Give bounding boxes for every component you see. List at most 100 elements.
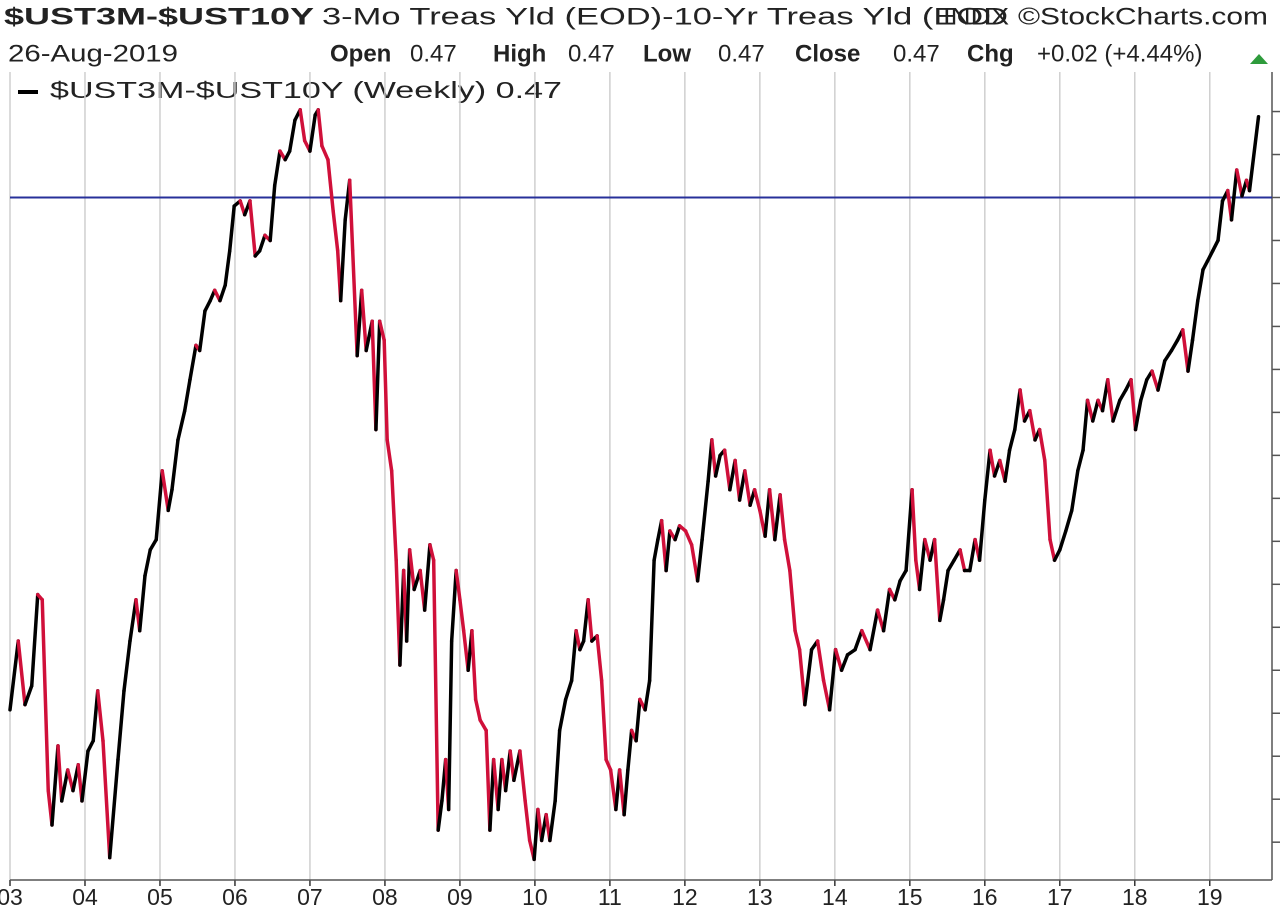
- line-segment: [170, 438, 180, 492]
- line-segment: [428, 543, 436, 562]
- line-segment: [268, 183, 277, 243]
- line-segment: [154, 469, 164, 542]
- line-segment: [518, 749, 527, 803]
- line-segment: [1118, 388, 1128, 403]
- grid: [9, 72, 1211, 880]
- line-segment: [59, 768, 70, 803]
- line-segment: [1058, 529, 1068, 552]
- x-tick-label: 05: [147, 884, 173, 910]
- line-segment: [778, 493, 787, 542]
- line-segment: [166, 488, 174, 513]
- line-segment: [95, 689, 105, 743]
- line-segment: [257, 233, 267, 253]
- line-segment: [958, 548, 967, 573]
- x-tick-label: 15: [897, 884, 923, 910]
- x-tick-label: 17: [1047, 884, 1073, 910]
- x-tick-label: 18: [1122, 884, 1148, 910]
- line-segment: [431, 558, 440, 832]
- line-segment: [50, 744, 60, 827]
- line-segment: [1205, 249, 1215, 263]
- line-segment: [338, 218, 347, 303]
- quote-value: 0.47: [893, 40, 940, 67]
- line-segment: [385, 438, 394, 473]
- quote-value: +0.02 (+4.44%): [1037, 40, 1202, 67]
- line-segment: [898, 568, 908, 583]
- line-segment: [56, 744, 64, 803]
- line-segment: [1235, 168, 1244, 198]
- line-segment: [436, 799, 444, 832]
- line-segment: [946, 558, 956, 573]
- line-segment: [1081, 398, 1090, 452]
- x-tick-label: 09: [447, 884, 473, 910]
- line-segment: [116, 689, 126, 762]
- line-segment: [197, 309, 207, 353]
- line-segment: [803, 647, 814, 707]
- line-segment: [1139, 377, 1149, 403]
- x-tick-label: 10: [522, 884, 548, 910]
- line-segment: [626, 728, 634, 772]
- quote-label: Low: [643, 40, 691, 67]
- line-segment: [1048, 537, 1057, 562]
- line-segment: [227, 204, 236, 253]
- line-segment: [389, 469, 398, 562]
- x-tick-label: 16: [972, 884, 998, 910]
- x-tick-label: 06: [222, 884, 248, 910]
- line-segment: [673, 524, 682, 542]
- line-segment: [643, 678, 652, 712]
- line-segment: [1163, 348, 1174, 363]
- line-segment: [1181, 328, 1190, 373]
- line-segment: [182, 377, 192, 413]
- line-segment: [1190, 298, 1200, 342]
- line-segment: [700, 479, 710, 542]
- line-segment: [176, 408, 187, 442]
- line-segment: [350, 249, 359, 358]
- line-segment: [695, 537, 704, 583]
- line-segment: [827, 647, 838, 712]
- x-tick-label: 07: [297, 884, 323, 910]
- line-segment: [622, 768, 630, 817]
- line-segment: [331, 209, 340, 253]
- line-segment: [983, 448, 992, 502]
- line-segment: [713, 453, 722, 478]
- line-segment: [16, 639, 27, 707]
- line-segment: [782, 537, 792, 573]
- line-segment: [1186, 338, 1195, 373]
- line-segment: [248, 199, 257, 258]
- line-segment: [404, 548, 412, 643]
- line-segment: [188, 343, 198, 382]
- x-tick-label: 13: [747, 884, 773, 910]
- line-segment: [23, 683, 34, 707]
- line-segment: [793, 628, 802, 652]
- line-segment: [377, 319, 386, 342]
- x-tick-label: 08: [372, 884, 398, 910]
- line-segment: [407, 548, 416, 592]
- x-tick-label: 12: [672, 884, 698, 910]
- line-segment: [1106, 377, 1115, 423]
- quote-label: Close: [795, 40, 860, 67]
- line-segment: [359, 288, 368, 353]
- line-segment: [647, 558, 656, 683]
- line-segment: [40, 598, 50, 793]
- line-segment: [683, 529, 694, 547]
- line-segment: [548, 799, 557, 843]
- line-segment: [298, 108, 307, 143]
- line-segment: [128, 598, 138, 643]
- quote-value: 0.47: [568, 40, 615, 67]
- line-segment: [868, 608, 880, 652]
- line-segment: [815, 639, 826, 683]
- line-segment: [797, 647, 807, 707]
- line-segment: [203, 298, 212, 313]
- line-segment: [1007, 427, 1017, 452]
- line-segment: [1156, 359, 1167, 392]
- line-segment: [710, 438, 718, 478]
- line-segment: [743, 469, 752, 507]
- line-segment: [634, 697, 642, 743]
- line-segment: [932, 537, 942, 623]
- line-segment: [938, 598, 946, 623]
- line-segment: [553, 728, 562, 803]
- line-segment: [458, 598, 466, 633]
- line-segment: [595, 634, 604, 683]
- line-segment: [8, 639, 20, 712]
